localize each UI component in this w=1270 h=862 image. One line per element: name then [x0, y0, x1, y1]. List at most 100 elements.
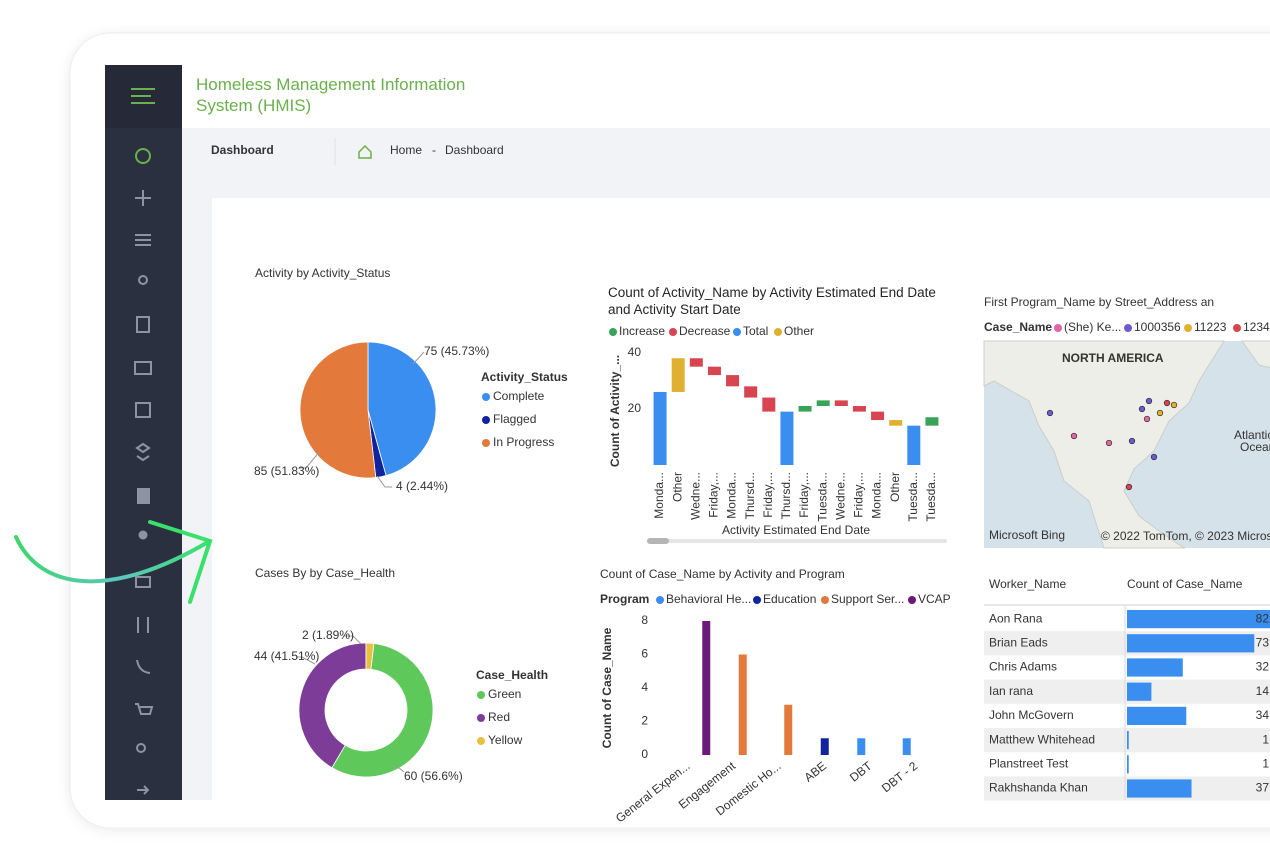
y-tick-label: 20: [628, 401, 642, 415]
map-attribution: Microsoft Bing: [989, 528, 1065, 542]
map-attribution: © 2022 TomTom, © 2023 Microsoft Corporat…: [1101, 529, 1270, 543]
bar: [671, 358, 685, 392]
breadcrumb-separator: -: [432, 143, 436, 157]
bar: [707, 366, 721, 376]
y-tick-label: 0: [641, 747, 648, 761]
map-point[interactable]: [1070, 432, 1078, 440]
cell: Planstreet Test: [989, 756, 1069, 770]
x-tick-label: Friday,...: [707, 472, 721, 518]
legend-label[interactable]: 1000356: [1134, 320, 1181, 334]
map-point[interactable]: [1046, 409, 1054, 417]
map-point[interactable]: [1128, 437, 1136, 445]
x-tick-label: Monda...: [725, 472, 739, 519]
nav-icon[interactable]: [137, 785, 150, 795]
map-point[interactable]: [1170, 401, 1178, 409]
nav-icon[interactable]: [134, 361, 152, 375]
legend-label[interactable]: In Progress: [493, 435, 554, 449]
x-tick-label: Other: [670, 472, 684, 502]
legend-title: Activity_Status: [481, 370, 568, 384]
nav-icon[interactable]: [136, 659, 151, 674]
legend-title: Case_Name: [984, 320, 1052, 334]
legend-label[interactable]: Flagged: [493, 412, 536, 426]
scrollbar[interactable]: [647, 539, 947, 543]
x-tick-label: Other: [888, 472, 902, 502]
legend-label[interactable]: Decrease: [679, 324, 731, 338]
nav-icon[interactable]: [136, 743, 146, 753]
data-bar: [1127, 658, 1183, 677]
bar: [762, 397, 776, 412]
map-point[interactable]: [1138, 405, 1146, 413]
legend-label[interactable]: Increase: [619, 324, 665, 338]
bar: [702, 621, 711, 755]
x-tick-label: Wedne...: [688, 472, 702, 520]
map-point[interactable]: [1145, 397, 1153, 405]
nav-icon[interactable]: [135, 442, 151, 462]
nav-icon[interactable]: [135, 234, 151, 246]
cell: Chris Adams: [989, 660, 1057, 674]
x-tick-label: Tuesda...: [906, 472, 920, 522]
x-tick-label: Tuesda...: [815, 472, 829, 522]
nav-icon[interactable]: [135, 703, 154, 715]
breadcrumb-link[interactable]: Home: [390, 143, 422, 157]
legend-label[interactable]: Support Ser...: [831, 592, 904, 606]
data-bar: [1127, 706, 1187, 725]
map-point[interactable]: [1105, 439, 1113, 447]
legend-label[interactable]: Red: [488, 710, 510, 724]
legend-label[interactable]: Education: [763, 592, 816, 606]
legend-swatch: [482, 393, 490, 401]
legend-label[interactable]: Yellow: [488, 733, 523, 747]
legend-label[interactable]: Complete: [493, 389, 545, 403]
nav-icon[interactable]: [138, 530, 148, 540]
legend-swatch: [908, 596, 916, 604]
bar: [902, 738, 911, 755]
nav-icon[interactable]: [138, 275, 148, 285]
data-bar: [1127, 779, 1192, 798]
decorative-arrow: [14, 520, 213, 604]
x-tick-label: Thursd...: [779, 472, 793, 519]
bar: [820, 738, 829, 755]
map-point[interactable]: [1125, 483, 1133, 491]
legend-swatch: [1054, 324, 1062, 332]
nav-icon[interactable]: [135, 576, 151, 588]
scrollbar-thumb[interactable]: [647, 538, 669, 544]
cell-value: 73: [1256, 635, 1270, 649]
legend-label[interactable]: (She) Ke...: [1064, 320, 1121, 334]
column-header[interactable]: Count of Case_Name: [1127, 577, 1243, 591]
nav-icon[interactable]: [136, 316, 150, 333]
menu-toggle[interactable]: [131, 88, 155, 104]
legend-label[interactable]: Other: [784, 324, 814, 338]
x-tick-label: Friday,...: [852, 472, 866, 518]
map-point[interactable]: [1163, 399, 1171, 407]
legend-swatch: [1184, 324, 1192, 332]
legend-label[interactable]: VCAP: [918, 592, 951, 606]
leader-line: [412, 351, 425, 365]
data-bar: [1127, 731, 1129, 750]
column-header[interactable]: Worker_Name: [989, 577, 1066, 591]
legend-label[interactable]: Total: [743, 324, 768, 338]
data-label: 2 (1.89%): [302, 628, 354, 642]
legend-swatch: [733, 328, 741, 336]
legend-label[interactable]: Green: [488, 687, 521, 701]
home-icon[interactable]: [358, 144, 372, 159]
map-point[interactable]: [1143, 415, 1151, 423]
nav-icon[interactable]: [135, 402, 151, 418]
legend-swatch: [609, 328, 617, 336]
x-tick-label: Wedne...: [833, 472, 847, 520]
nav-icon[interactable]: [135, 190, 151, 206]
nav-icon[interactable]: [137, 488, 150, 504]
bar: [653, 391, 667, 465]
map-point[interactable]: [1156, 409, 1164, 417]
data-label: 60 (56.6%): [404, 769, 463, 783]
legend-label[interactable]: 1234: [1243, 320, 1270, 334]
nav-icon[interactable]: [135, 148, 151, 164]
legend-swatch: [821, 596, 829, 604]
legend-label[interactable]: 11223: [1194, 320, 1227, 334]
map-point[interactable]: [1150, 453, 1158, 461]
bar: [907, 425, 921, 465]
legend-label[interactable]: Behavioral He...: [666, 592, 751, 606]
chart-title: Cases By by Case_Health: [255, 566, 395, 580]
chart-title: First Program_Name by Street_Address an: [984, 295, 1214, 309]
legend-swatch: [1233, 324, 1241, 332]
nav-icon[interactable]: [137, 617, 149, 633]
